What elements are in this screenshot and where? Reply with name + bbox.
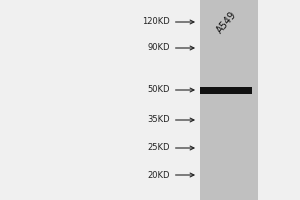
- Text: 90KD: 90KD: [148, 44, 194, 52]
- Bar: [200, 86, 252, 94]
- Text: 35KD: 35KD: [147, 116, 194, 124]
- Text: A549: A549: [215, 10, 239, 36]
- Text: 120KD: 120KD: [142, 18, 194, 26]
- Bar: [200, 0, 258, 200]
- Text: 20KD: 20KD: [148, 170, 194, 180]
- Text: 50KD: 50KD: [148, 86, 194, 95]
- Text: 25KD: 25KD: [148, 144, 194, 152]
